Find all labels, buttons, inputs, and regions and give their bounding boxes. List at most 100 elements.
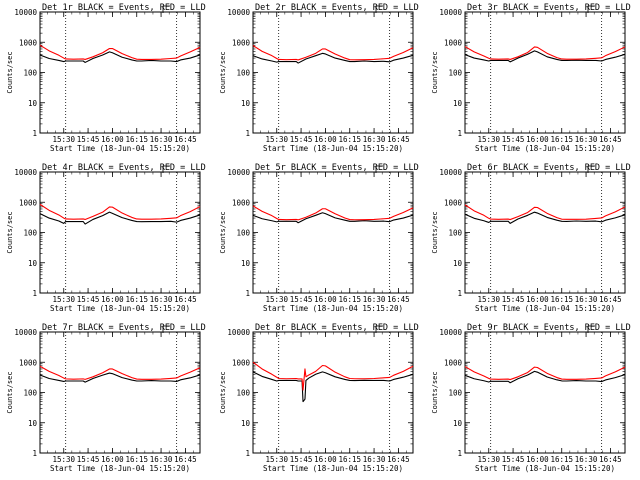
x-tick-label: 16:45	[174, 455, 197, 464]
y-tick-label: 10	[28, 259, 38, 268]
detector-panel-4: Det 4r BLACK = Events, RED = LLD 1 10 100 10…	[6, 163, 206, 313]
y-tick-label: 1	[457, 449, 462, 458]
y-tick-label: 10000	[14, 8, 37, 17]
panel-title: Det 9r BLACK = Events, RED = LLD	[467, 323, 631, 333]
x-tick-label: 16:45	[387, 455, 410, 464]
x-axis-label: Start Time (18-Jun-04 15:15:20)	[50, 464, 190, 473]
y-tick-label: 100	[236, 229, 250, 238]
y-tick-label: 1	[457, 129, 462, 138]
panel-title: Det 2r BLACK = Events, RED = LLD	[255, 3, 419, 13]
series-line-lld	[252, 205, 414, 221]
y-axis-label: Counts/sec	[6, 211, 14, 253]
x-tick-label: 16:30	[150, 295, 173, 304]
panel-title: Det 1r BLACK = Events, RED = LLD	[42, 3, 206, 13]
y-tick-label: 10000	[227, 168, 250, 177]
corner-mark	[162, 165, 170, 173]
y-tick-label: 100	[23, 229, 37, 238]
series-line-events	[39, 372, 201, 383]
corner-mark	[162, 5, 170, 13]
plot-frame	[464, 171, 626, 294]
y-axis-label: Counts/sec	[431, 211, 439, 253]
y-tick-label: 1	[245, 449, 250, 458]
x-axis-label: Start Time (18-Jun-04 15:15:20)	[475, 304, 615, 313]
series-line-lld	[39, 365, 201, 380]
series-line-events	[464, 370, 626, 384]
y-tick-label: 100	[236, 389, 250, 398]
y-tick-label: 1000	[444, 358, 463, 367]
plot-frame	[252, 171, 414, 294]
x-tick-label: 16:30	[150, 135, 173, 144]
series-line-lld	[464, 204, 626, 221]
y-tick-label: 100	[236, 69, 250, 78]
x-tick-label: 16:00	[526, 135, 549, 144]
y-tick-label: 1	[32, 129, 37, 138]
x-tick-label: 16:15	[338, 455, 361, 464]
series-line-events	[252, 371, 414, 403]
plot-frame	[39, 11, 201, 134]
y-tick-label: 1000	[19, 198, 38, 207]
y-tick-label: 1000	[232, 198, 251, 207]
series-line-events	[252, 52, 414, 64]
y-tick-label: 1000	[444, 198, 463, 207]
x-tick-label: 16:00	[314, 455, 337, 464]
y-tick-label: 10000	[439, 328, 462, 337]
x-tick-label: 15:30	[52, 455, 75, 464]
x-tick-label: 16:00	[101, 135, 124, 144]
y-tick-label: 1000	[444, 38, 463, 47]
x-tick-label: 16:00	[526, 455, 549, 464]
y-tick-label: 10	[453, 259, 463, 268]
y-axis-label: Counts/sec	[431, 51, 439, 93]
x-tick-label: 15:30	[477, 295, 500, 304]
x-tick-label: 16:30	[363, 455, 386, 464]
y-tick-label: 10000	[14, 168, 37, 177]
x-tick-label: 16:45	[387, 135, 410, 144]
x-axis-label: Start Time (18-Jun-04 15:15:20)	[475, 144, 615, 153]
x-tick-label: 16:30	[363, 135, 386, 144]
x-tick-label: 15:45	[77, 135, 100, 144]
y-tick-label: 100	[23, 69, 37, 78]
detector-panel-5: Det 5r BLACK = Events, RED = LLD 1 10 100 10…	[219, 163, 419, 313]
y-axis-label: Counts/sec	[219, 211, 227, 253]
panel-title: Det 3r BLACK = Events, RED = LLD	[467, 3, 631, 13]
x-tick-label: 16:15	[338, 135, 361, 144]
x-axis-label: Start Time (18-Jun-04 15:15:20)	[263, 464, 403, 473]
y-tick-label: 100	[448, 389, 462, 398]
series-line-lld	[252, 45, 414, 61]
x-axis-label: Start Time (18-Jun-04 15:15:20)	[263, 144, 403, 153]
series-line-lld	[39, 44, 201, 61]
series-line-lld	[252, 361, 414, 391]
plot-frame	[39, 331, 201, 454]
y-tick-label: 10000	[14, 328, 37, 337]
x-tick-label: 15:45	[502, 455, 525, 464]
series-line-events	[464, 211, 626, 224]
x-tick-label: 16:45	[174, 295, 197, 304]
x-tick-label: 15:45	[290, 295, 313, 304]
y-tick-label: 100	[448, 69, 462, 78]
x-axis-label: Start Time (18-Jun-04 15:15:20)	[50, 144, 190, 153]
x-tick-label: 16:15	[125, 295, 148, 304]
x-tick-label: 16:00	[314, 295, 337, 304]
plot-frame	[464, 331, 626, 454]
x-tick-label: 16:15	[550, 135, 573, 144]
y-axis-label: Counts/sec	[431, 371, 439, 413]
y-tick-label: 10000	[227, 8, 250, 17]
series-line-events	[252, 212, 414, 224]
detector-panel-8: Det 8r BLACK = Events, RED = LLD 1 10 100 10…	[219, 323, 419, 473]
y-tick-label: 10	[453, 419, 463, 428]
corner-mark	[375, 325, 383, 333]
y-tick-label: 10	[241, 259, 251, 268]
detector-panel-7: Det 7r BLACK = Events, RED = LLD 1 10 100 10…	[6, 323, 206, 473]
corner-mark	[587, 5, 595, 13]
corner-mark	[162, 325, 170, 333]
y-tick-label: 1	[245, 289, 250, 298]
x-tick-label: 16:00	[101, 455, 124, 464]
y-tick-label: 10	[453, 99, 463, 108]
x-tick-label: 16:30	[575, 295, 598, 304]
y-tick-label: 1000	[19, 358, 38, 367]
detector-panel-3: Det 3r BLACK = Events, RED = LLD 1 10 100 10…	[431, 3, 631, 153]
x-tick-label: 16:00	[314, 135, 337, 144]
y-tick-label: 100	[448, 229, 462, 238]
panel-title: Det 4r BLACK = Events, RED = LLD	[42, 163, 206, 173]
x-tick-label: 16:45	[387, 295, 410, 304]
